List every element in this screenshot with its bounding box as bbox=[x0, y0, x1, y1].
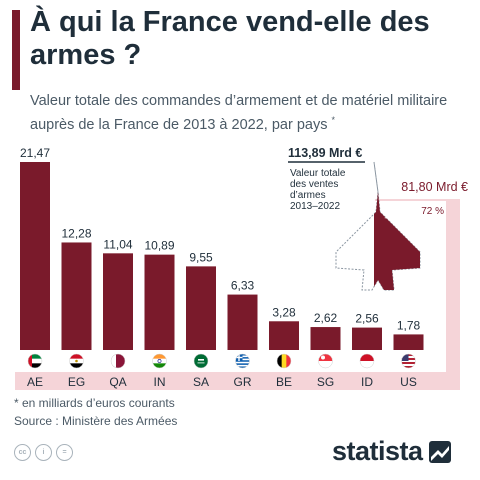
statista-logo[interactable]: statista bbox=[332, 436, 451, 467]
qatar-flag-icon bbox=[110, 353, 126, 369]
jet-silhouette-fill bbox=[374, 162, 420, 290]
bar-EG bbox=[61, 242, 92, 350]
india-flag-icon bbox=[152, 353, 167, 369]
tick-label-QA: QA bbox=[109, 375, 126, 389]
bar-GR bbox=[227, 294, 258, 350]
jet-canard bbox=[384, 214, 396, 220]
total-caption-line: des ventes bbox=[290, 179, 338, 190]
title-accent-bar bbox=[12, 10, 20, 90]
saudi-arabia-flag-icon bbox=[193, 353, 209, 369]
tick-label-BE: BE bbox=[276, 375, 292, 389]
top10-bracket bbox=[446, 200, 460, 390]
total-value-label: 113,89 Mrd € bbox=[288, 146, 362, 160]
attribution-icon[interactable]: i bbox=[35, 444, 52, 461]
creative-commons-icon[interactable]: cc bbox=[14, 444, 31, 461]
footnote: * en milliards d’euros courants bbox=[14, 396, 175, 410]
tick-label-US: US bbox=[400, 375, 417, 389]
statista-logo-icon bbox=[428, 440, 451, 463]
source-note: Source : Ministère des Armées bbox=[14, 414, 178, 428]
total-caption-line: Valeur totale bbox=[290, 168, 346, 179]
chart-title: À qui la France vend-elle des armes ? bbox=[30, 6, 430, 71]
tick-label-SG: SG bbox=[317, 375, 334, 389]
uae-flag-icon bbox=[27, 353, 43, 369]
total-caption-line: 2013–2022 bbox=[290, 201, 340, 212]
tick-label-ID: ID bbox=[361, 375, 373, 389]
usa-flag-icon bbox=[401, 353, 416, 369]
data-label-ID: 2,56 bbox=[355, 312, 379, 326]
data-label-QA: 11,04 bbox=[103, 237, 132, 251]
bar-SG bbox=[310, 327, 341, 350]
license-icons: cc i = bbox=[14, 444, 73, 461]
data-label-SG: 2,62 bbox=[314, 311, 338, 325]
tick-label-AE: AE bbox=[27, 375, 43, 389]
bar-IN bbox=[144, 254, 175, 350]
belgium-flag-icon bbox=[276, 353, 292, 369]
bar-SA bbox=[186, 266, 216, 350]
bar-ID bbox=[352, 327, 382, 350]
category-band bbox=[15, 372, 460, 390]
bar-US bbox=[393, 334, 424, 350]
data-label-AE: 21,47 bbox=[20, 146, 50, 160]
data-label-EG: 12,28 bbox=[61, 226, 91, 240]
statista-logo-text: statista bbox=[332, 436, 423, 466]
data-label-IN: 10,89 bbox=[144, 239, 174, 253]
bar-QA bbox=[103, 253, 133, 350]
data-label-US: 1,78 bbox=[397, 318, 421, 332]
greece-flag-icon bbox=[235, 353, 250, 369]
top10-value-label: 81,80 Mrd € bbox=[401, 180, 468, 194]
egypt-flag-icon bbox=[69, 353, 84, 369]
no-derivatives-icon[interactable]: = bbox=[56, 444, 73, 461]
chart-subtitle: Valeur totale des commandes d’armement e… bbox=[30, 93, 448, 133]
tick-label-SA: SA bbox=[193, 375, 209, 389]
subtitle-asterisk: * bbox=[331, 115, 336, 125]
top10-share-label: 72 % bbox=[421, 206, 444, 217]
tick-label-EG: EG bbox=[68, 375, 85, 389]
tick-label-GR: GR bbox=[234, 375, 252, 389]
bar-AE bbox=[20, 162, 50, 350]
tick-label-IN: IN bbox=[154, 375, 166, 389]
singapore-flag-icon bbox=[318, 353, 333, 369]
data-label-BE: 3,28 bbox=[272, 305, 296, 319]
data-label-GR: 6,33 bbox=[231, 279, 255, 293]
indonesia-flag-icon bbox=[359, 353, 375, 369]
data-label-SA: 9,55 bbox=[189, 250, 213, 264]
bar-BE bbox=[269, 321, 299, 350]
total-caption-line: d’armes bbox=[290, 190, 326, 201]
